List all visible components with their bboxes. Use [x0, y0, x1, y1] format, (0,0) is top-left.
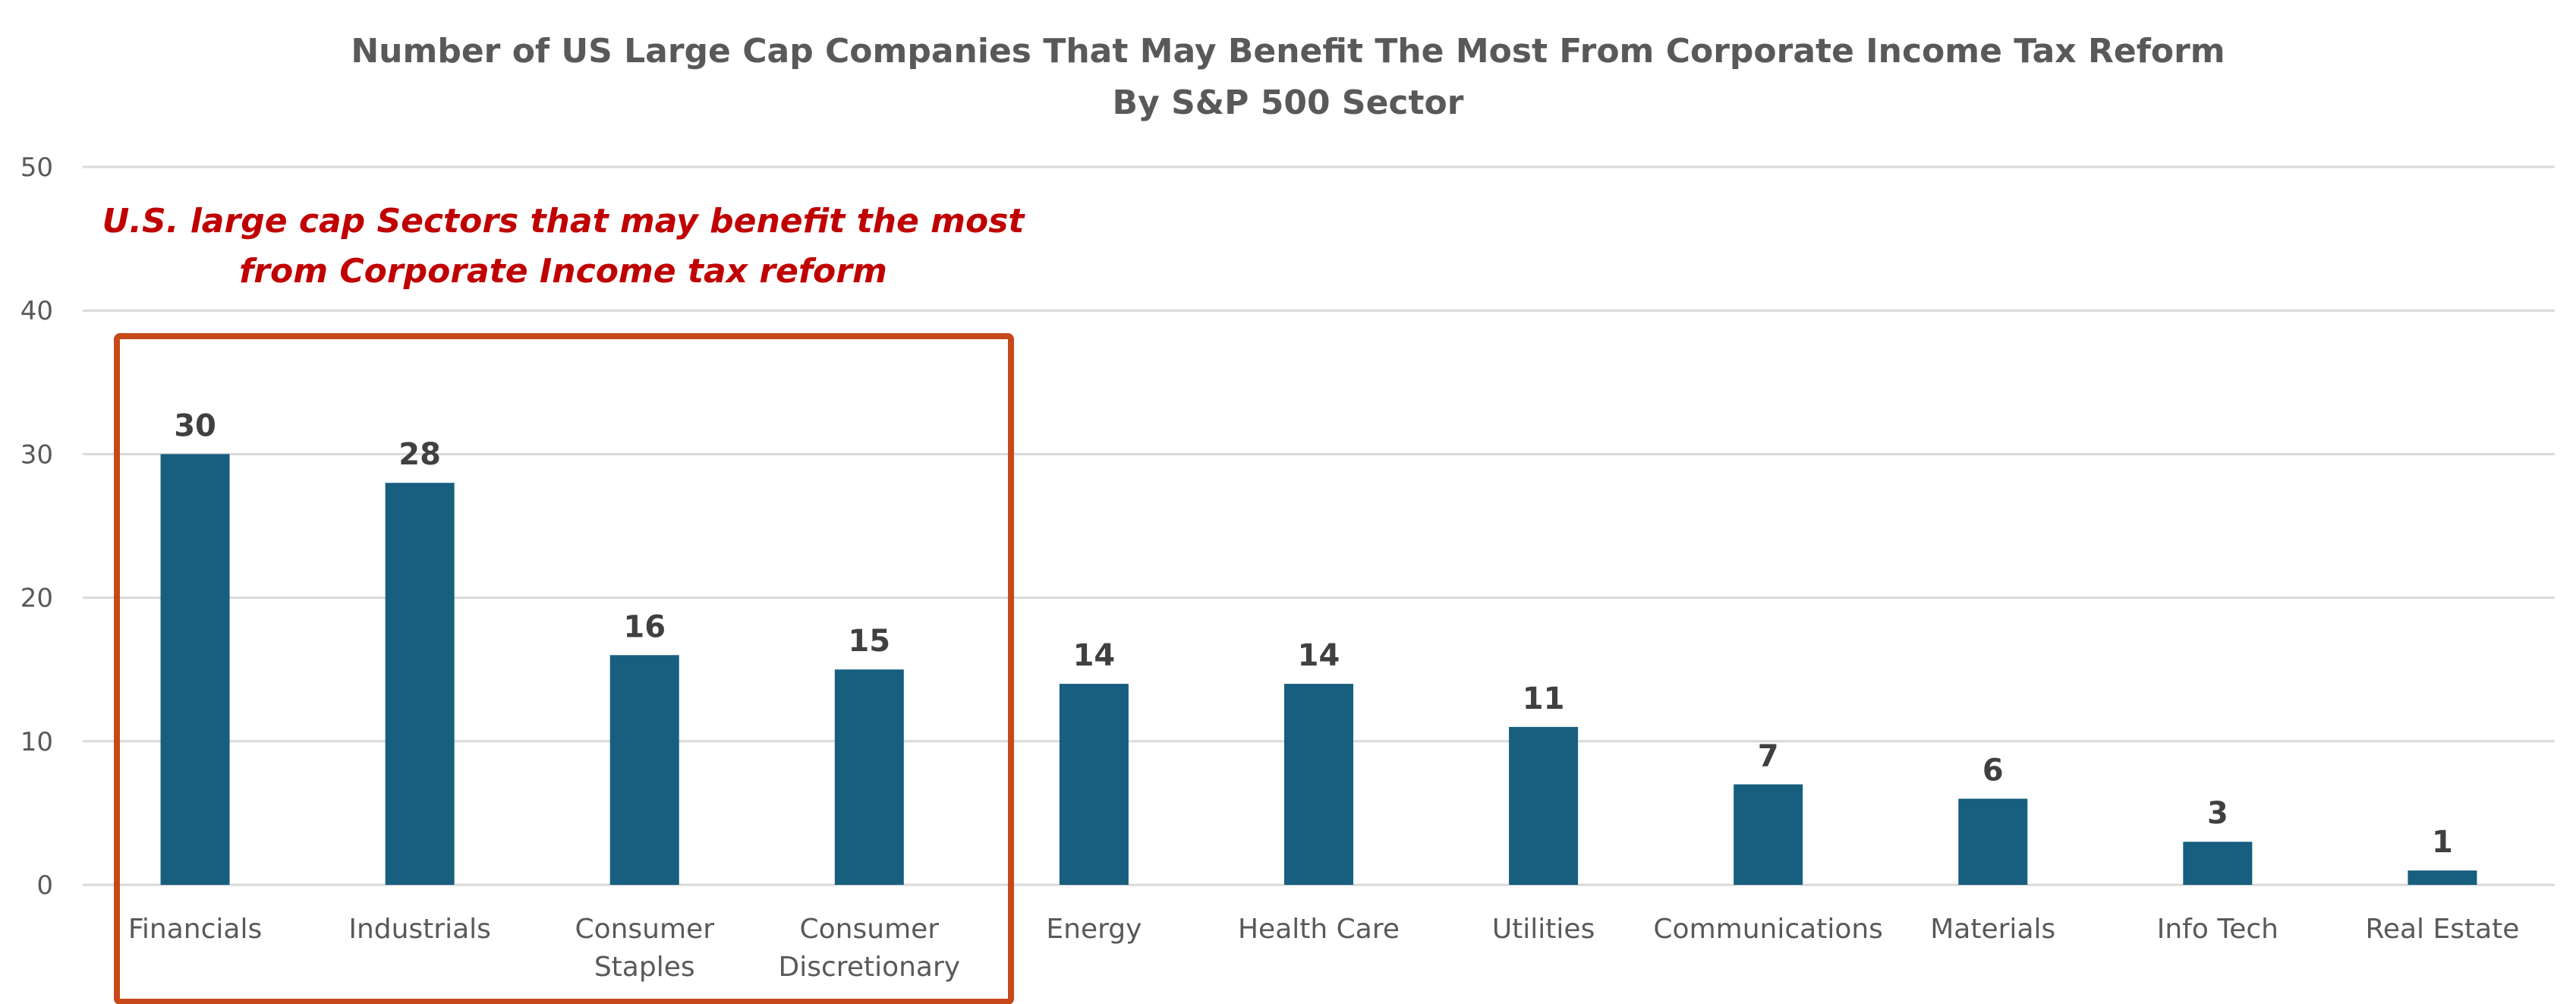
x-tick-label: Consumer: [800, 914, 940, 945]
bar: [2183, 842, 2253, 885]
bar: [834, 669, 904, 885]
gridlines: [83, 165, 2555, 886]
chart-title: Number of US Large Cap Companies That Ma…: [351, 32, 2225, 71]
y-tick-label: 30: [20, 439, 53, 470]
highlight-box: [114, 333, 1014, 1004]
data-label: 3: [2207, 796, 2228, 831]
x-tick-label: Real Estate: [2365, 914, 2519, 945]
y-tick-label: 40: [20, 296, 53, 326]
x-axis-labels: Financials Industrials Consumer Staples Cons…: [128, 914, 2520, 983]
y-tick-label: 10: [20, 727, 53, 757]
x-tick-label: Utilities: [1492, 914, 1595, 945]
data-label: 28: [398, 437, 441, 472]
data-label: 11: [1523, 681, 1565, 716]
y-tick-label: 20: [20, 584, 53, 614]
y-tick-label: 50: [20, 153, 53, 183]
annotation-line-1: U.S. large cap Sectors that may benefit …: [102, 202, 1026, 241]
data-label: 6: [1982, 753, 2004, 788]
bar: [609, 655, 679, 885]
bar: [1284, 684, 1353, 885]
y-tick-label: 0: [36, 870, 53, 901]
data-labels: 30 28 16 15 14 14 11 7 6 3 1: [174, 408, 2453, 860]
bar: [1734, 784, 1803, 885]
data-label: 14: [1298, 638, 1340, 673]
bar: [385, 483, 455, 885]
x-tick-label: Health Care: [1238, 914, 1400, 945]
annotation-line-2: from Corporate Income tax reform: [239, 252, 887, 291]
x-tick-label: Staples: [594, 952, 695, 983]
x-tick-label: Info Tech: [2157, 914, 2278, 945]
x-tick-label: Materials: [1930, 914, 2055, 945]
x-tick-label: Discretionary: [779, 952, 961, 983]
data-label: 7: [1758, 739, 1779, 774]
x-tick-label: Industrials: [348, 914, 491, 945]
y-axis-ticks: 0 10 20 30 40 50: [20, 153, 53, 901]
x-tick-label: Consumer: [575, 914, 714, 945]
x-tick-label: Financials: [128, 914, 262, 945]
chart-subtitle: By S&P 500 Sector: [1113, 83, 1464, 122]
x-tick-label: Communications: [1653, 914, 1883, 945]
bar: [1059, 684, 1129, 885]
bar: [1958, 798, 2028, 885]
bars: [160, 454, 2477, 885]
bar: [2408, 870, 2477, 885]
data-label: 16: [623, 609, 666, 644]
data-label: 30: [174, 408, 216, 443]
x-tick-label: Energy: [1046, 914, 1142, 945]
data-label: 1: [2432, 825, 2453, 860]
data-label: 15: [848, 624, 890, 659]
bar: [160, 454, 230, 885]
bar: [1509, 726, 1579, 885]
data-label: 14: [1073, 638, 1116, 673]
